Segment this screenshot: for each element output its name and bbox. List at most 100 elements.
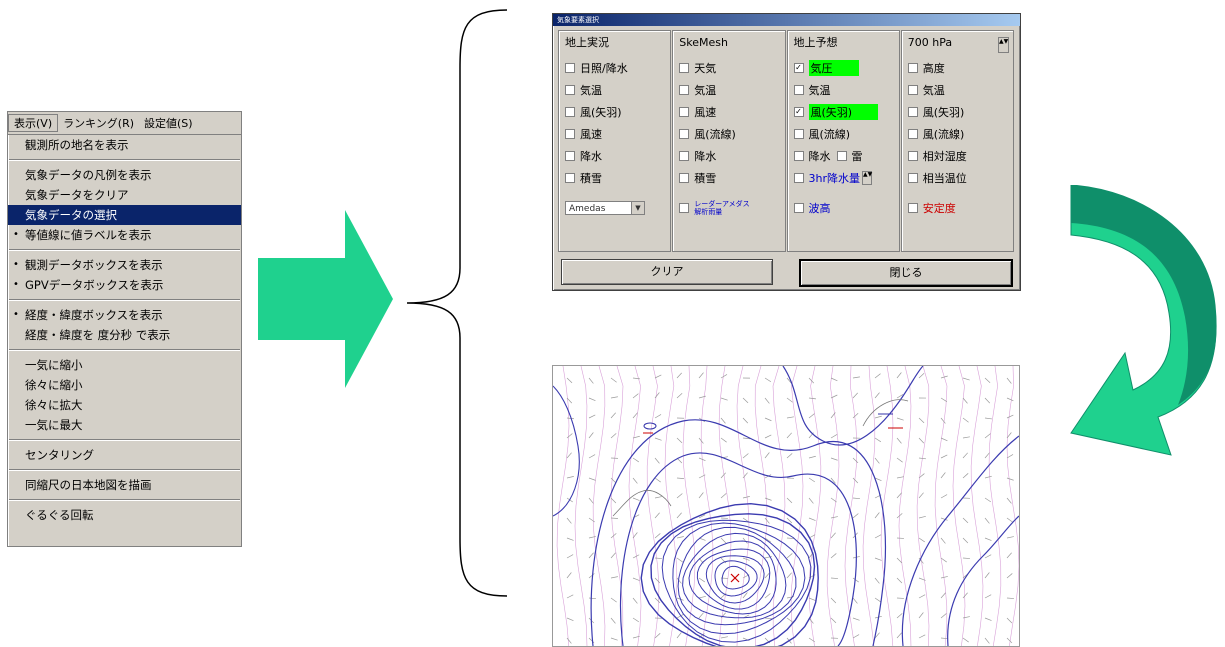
menu-item[interactable]: 経度・緯度を 度分秒 で表示 [8,325,241,345]
checkbox[interactable]: ✓ [794,63,804,73]
checkbox[interactable] [679,85,689,95]
checkbox-row[interactable]: 風(流線) [908,123,1010,145]
checkbox-row[interactable]: 日照/降水 [565,57,667,79]
wind-barb [655,478,661,482]
close-button[interactable]: 閉じる [799,259,1013,287]
menu-item-label: GPVデータボックスを表示 [25,278,163,292]
checkbox[interactable] [908,203,918,213]
checkbox[interactable] [908,129,918,139]
checkbox[interactable] [908,107,918,117]
checkbox[interactable] [565,151,575,161]
checkbox[interactable] [565,173,575,183]
wind-barb [875,393,880,398]
checkbox[interactable] [794,151,804,161]
checkbox-label: 風速 [694,104,716,120]
checkbox-row[interactable]: 降水雷 [794,145,896,167]
checkbox[interactable] [679,63,689,73]
checkbox-row[interactable]: 波高 [794,197,896,219]
checkbox[interactable]: ✓ [794,107,804,117]
weather-map[interactable] [552,365,1020,647]
checkbox-row[interactable]: 相対湿度 [908,145,1010,167]
checkbox-row[interactable]: 天気 [679,57,781,79]
checkbox-row[interactable]: 風(矢羽) [908,101,1010,123]
checkbox[interactable] [679,151,689,161]
menu-item[interactable]: •GPVデータボックスを表示 [8,275,241,295]
menu-item[interactable]: 観測所の地名を表示 [8,135,241,155]
checkbox[interactable] [565,63,575,73]
checkbox-row[interactable]: 積雪 [565,167,667,189]
wind-barb [589,433,593,438]
clear-button[interactable]: クリア [561,259,773,285]
wind-barb [963,617,970,618]
checkbox[interactable] [565,85,575,95]
checkbox-row[interactable]: 気温 [794,79,896,101]
menu-item[interactable]: •経度・緯度ボックスを表示 [8,305,241,325]
checkbox-row[interactable]: ✓風(矢羽) [794,101,896,123]
menubar-settings[interactable]: 設定値(S) [139,115,198,131]
menu-separator [9,499,240,501]
checkbox[interactable] [794,173,804,183]
wind-barb [655,633,660,638]
checkbox[interactable] [837,151,847,161]
menu-item[interactable]: 徐々に拡大 [8,395,241,415]
checkbox-row[interactable]: 安定度 [908,197,1010,219]
menu-item[interactable]: センタリング [8,445,241,465]
menubar-view[interactable]: 表示(V) [8,114,58,132]
checkbox-row[interactable]: 風速 [565,123,667,145]
checkbox[interactable] [908,63,918,73]
menu-item[interactable]: ぐるぐる回転 [8,505,241,525]
menu-items: 観測所の地名を表示気象データの凡例を表示気象データをクリア気象データの選択•等値… [8,135,241,525]
checkbox-row[interactable]: 気温 [565,79,667,101]
wind-barb [919,373,924,378]
level-spinner-icon[interactable]: ▲▼ [998,37,1009,53]
checkbox-row[interactable]: 風(流線) [679,123,781,145]
checkbox-row[interactable]: 風(流線) [794,123,896,145]
checkbox-row[interactable]: 降水 [679,145,781,167]
checkbox-row[interactable]: 風速 [679,101,781,123]
checkbox-row[interactable]: 相当温位 [908,167,1010,189]
checkbox[interactable] [679,173,689,183]
checkbox[interactable] [794,85,804,95]
menu-item[interactable]: 気象データの選択 [8,205,241,225]
wind-barb [831,378,837,381]
wind-barb [589,455,595,458]
menu-item[interactable]: •観測データボックスを表示 [8,255,241,275]
checkbox[interactable] [679,107,689,117]
checkbox-row[interactable]: レーダーアメダス解析雨量 [679,197,781,219]
checkbox[interactable] [565,129,575,139]
menu-item[interactable]: •等値線に値ラベルを表示 [8,225,241,245]
menubar-ranking[interactable]: ランキング(R) [58,115,139,131]
menu-item[interactable]: 同縮尺の日本地図を描画 [8,475,241,495]
menu-item[interactable]: 一気に縮小 [8,355,241,375]
menu-item[interactable]: 気象データの凡例を表示 [8,165,241,185]
station-select[interactable]: Amedas▼ [565,201,645,215]
menu-item[interactable]: 徐々に縮小 [8,375,241,395]
checkbox-row[interactable]: 降水 [565,145,667,167]
checkbox[interactable] [679,129,689,139]
wind-barb [853,635,859,638]
checkbox[interactable] [908,151,918,161]
checkbox[interactable] [794,129,804,139]
checkbox-row[interactable]: 気温 [908,79,1010,101]
checkbox-row[interactable]: 風(矢羽) [565,101,667,123]
wind-barb [941,455,947,458]
hours-spinner-icon[interactable]: ▲▼ [862,171,872,185]
menu-item[interactable]: 気象データをクリア [8,185,241,205]
checkbox-row[interactable]: 雷 [837,148,863,164]
checkbox[interactable] [908,85,918,95]
checkbox-row[interactable]: 3hr降水量▲▼ [794,167,896,189]
menu-item[interactable]: 一気に最大 [8,415,241,435]
checkbox-row[interactable]: ✓気圧 [794,57,896,79]
menu-item-label: 気象データの凡例を表示 [25,168,152,182]
wind-barb [941,613,946,618]
checkbox[interactable] [794,203,804,213]
checkbox-row[interactable]: 高度 [908,57,1010,79]
checkbox-row[interactable]: 気温 [679,79,781,101]
coastline [613,490,671,516]
checkbox[interactable] [679,203,689,213]
checkbox[interactable] [565,107,575,117]
checkbox-row[interactable]: 積雪 [679,167,781,189]
checkbox[interactable] [908,173,918,183]
menu-item-label: 経度・緯度ボックスを表示 [25,308,163,322]
